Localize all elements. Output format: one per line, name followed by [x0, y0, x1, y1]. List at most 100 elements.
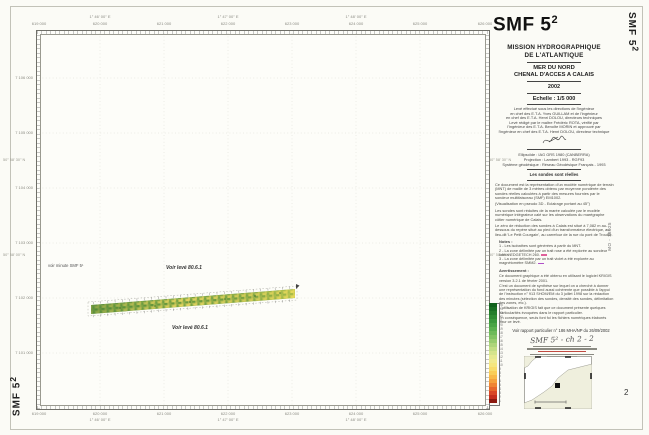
grid-lines — [39, 33, 485, 405]
colorbar-segment: 10 — [489, 363, 503, 367]
frame-graduation-right — [486, 31, 489, 409]
longitude-label: 1° 47' 00'' E — [217, 14, 239, 19]
method-paragraph: (Visualisation en pseudo 3D - Eclairage … — [495, 201, 590, 207]
colorbar-label: 22 — [499, 315, 503, 319]
easting-label: 621 000 — [156, 411, 172, 416]
latitude-label: 50° 58' 30'' N — [489, 158, 512, 162]
latitude-label: 50° 58' 00'' N — [3, 253, 26, 257]
warning-block: Avertissement : Ce document graphique a … — [499, 268, 614, 324]
colorbar-swatch — [489, 331, 497, 335]
easting-label: 619 000 — [31, 21, 47, 26]
easting-label: 619 000 — [31, 411, 47, 416]
colorbar-swatch — [489, 311, 497, 315]
colorbar-segment: 21 — [489, 319, 503, 323]
separator — [527, 169, 581, 171]
easting-label: 620 000 — [92, 21, 108, 26]
document-number: MO - 16025 — [607, 222, 612, 251]
colorbar-segment: 7 — [489, 375, 503, 379]
easting-label: 624 000 — [348, 411, 364, 416]
method-paragraph: Ce document est la représentation d'un m… — [495, 181, 614, 201]
note-color-mark — [583, 246, 589, 247]
colorbar-segment: 14 — [489, 347, 503, 351]
longitude-label: 1° 46' 00'' E — [89, 417, 111, 422]
colorbar-label: 14 — [499, 347, 503, 351]
method-paragraphs: Ce document est la représentation d'un m… — [493, 181, 615, 237]
colorbar-label: 25 — [499, 303, 503, 307]
separator — [527, 148, 581, 150]
note-line: 3 - La zone délimitée par un trait viole… — [499, 257, 594, 266]
longitude-label: 1° 47' 00'' E — [217, 417, 239, 422]
latitude-label: 50° 58' 30'' N — [3, 158, 26, 162]
notes-title: Notes : — [499, 239, 513, 245]
separator — [527, 179, 581, 181]
colorbar-segment: 9 — [489, 367, 503, 371]
colorbar-swatch — [489, 387, 497, 391]
colorbar-swatch — [489, 375, 497, 379]
colorbar-swatch — [489, 359, 497, 363]
colorbar-swatch — [489, 399, 497, 403]
note-line: 1 - Les isobathes sont générées à partir… — [499, 244, 614, 248]
handwritten-annotation: SMF 5² - ch 2 - 2 — [529, 333, 595, 345]
colorbar-label: 23 — [499, 311, 503, 315]
colorbar-swatch — [489, 351, 497, 355]
credits-line: Levé rédigé par le maître Frédéric ROTA,… — [509, 119, 599, 125]
colorbar-segment: 11 — [489, 359, 503, 363]
colorbar-segment: 2 — [489, 395, 503, 399]
colorbar-swatch — [489, 355, 497, 359]
easting-label: 626 000 — [477, 411, 493, 416]
colorbar-segment: 22 — [489, 315, 503, 319]
colorbar-swatch — [489, 379, 497, 383]
colorbar-label: 4 — [499, 387, 501, 391]
colorbar-swatch — [489, 367, 497, 371]
organisation: MISSION HYDROGRAPHIQUE DE L'ATLANTIQUE — [493, 44, 615, 59]
inset-location-map — [524, 356, 592, 409]
colorbar-label: 24 — [499, 307, 503, 311]
credits: Levé effectué sous les directions de l'i… — [493, 107, 615, 134]
warning-paragraph: L'utilisation de KRIGIS fait que ce docu… — [499, 306, 606, 315]
method-paragraph: Le zéro de réduction des sondes à Calais… — [495, 223, 613, 237]
colorbar-swatch — [489, 347, 497, 351]
geodesy-line: Ellipsoïde : IAG GRS 1980 (CANBERRA) — [518, 151, 590, 157]
separator — [527, 61, 581, 63]
colorbar-label: 3 — [499, 391, 501, 395]
colorbar-swatch — [489, 391, 497, 395]
geodesy-line: Système géodésique : Réseau Géodésique F… — [502, 161, 606, 167]
colorbar-label: 21 — [499, 319, 503, 323]
colorbar-label: 5 — [499, 383, 501, 387]
colorbar-label: 7 — [499, 375, 501, 379]
colorbar-label: 11 — [499, 359, 503, 363]
colorbar-label: 1 — [499, 399, 501, 403]
colorbar-label: 6 — [499, 379, 501, 383]
map-frame — [36, 30, 490, 410]
easting-label: 623 000 — [284, 21, 300, 26]
report-reference: Voir rapport particulier n° 186 MHA/NP d… — [512, 327, 610, 333]
colorbar-label: 2 — [499, 395, 501, 399]
approval-signature — [542, 136, 567, 144]
colorbar-swatch — [489, 363, 497, 367]
colorbar-label: 20 — [499, 323, 503, 327]
colorbar-swatch — [489, 323, 497, 327]
colorbar-segment: 12 — [489, 355, 503, 359]
geodesy-info: Ellipsoïde : IAG GRS 1980 (CANBERRA) Proj… — [493, 152, 615, 167]
credits-line: en chef des E.T.A. Yves GUILLAM et de l'… — [510, 110, 598, 116]
longitude-label: 1° 46' 00'' E — [89, 14, 111, 19]
easting-label: 622 000 — [220, 21, 236, 26]
colorbar-swatch — [489, 327, 497, 331]
latitude-label: 50° 58' 00'' N — [489, 253, 512, 257]
inset-coastline-england — [524, 356, 539, 369]
colorbar-swatch — [489, 303, 497, 307]
colorbar-swatch — [489, 307, 497, 311]
colorbar-label: 19 — [499, 327, 503, 331]
swath-end-flag — [296, 284, 300, 289]
note-voir-minute: voir minute SMF 5¹ — [48, 263, 84, 268]
colorbar-swatch — [489, 395, 497, 399]
note-voir-leve-bottom: Voir levé 80.6.1 — [172, 325, 208, 331]
colorbar-label: 9 — [499, 367, 501, 371]
colorbar-segment: 6 — [489, 379, 503, 383]
frame-inner-line — [40, 34, 486, 406]
easting-label: 620 000 — [92, 411, 108, 416]
colorbar-segment: 17 — [489, 335, 503, 339]
notes-block: Notes : 1 - Les isobathes sont générées … — [499, 239, 614, 265]
separator — [527, 81, 581, 83]
